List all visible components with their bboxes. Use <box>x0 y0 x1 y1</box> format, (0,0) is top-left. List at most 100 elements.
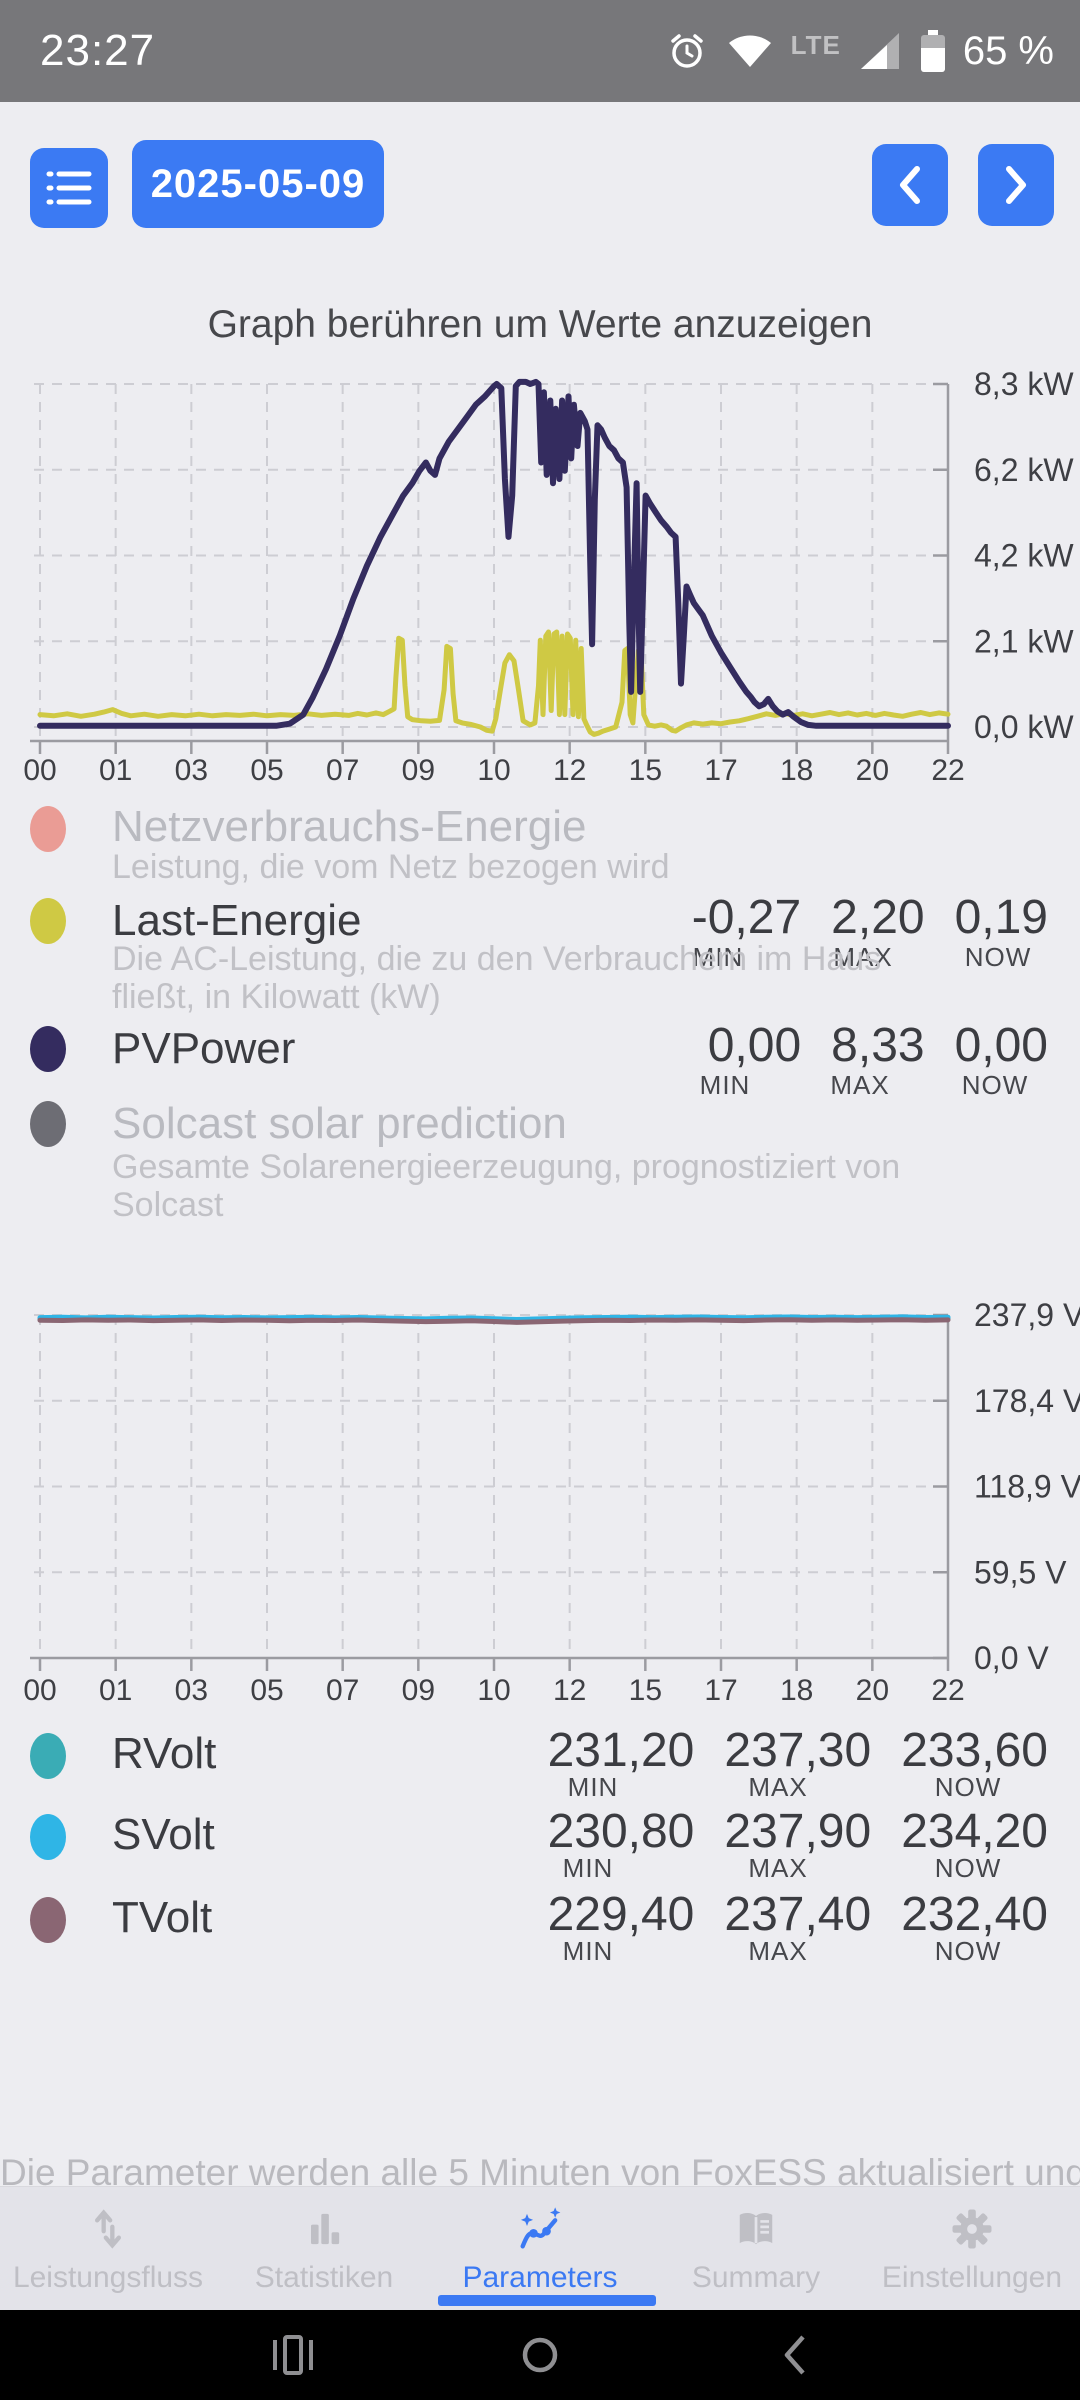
tvolt-value-tags: MIN MAX NOW <box>508 1936 1048 1967</box>
svolt-value-tags: MIN MAX NOW <box>508 1853 1048 1884</box>
svg-text:2,1 kW: 2,1 kW <box>974 623 1074 659</box>
svg-text:0,0 kW: 0,0 kW <box>974 709 1074 745</box>
previous-day-button[interactable] <box>872 144 948 226</box>
svg-text:09: 09 <box>402 754 435 787</box>
status-bar: 23:27 LTE 65 % <box>0 0 1080 102</box>
pv-min-value: 0,00 <box>707 1019 802 1072</box>
bottom-navigation: Leistungsfluss Statistiken Parameters <box>0 2186 1080 2311</box>
svg-text:09: 09 <box>402 1674 435 1707</box>
series-dot-load-energy[interactable] <box>30 898 66 944</box>
chevron-right-icon <box>1006 166 1026 204</box>
svg-text:01: 01 <box>99 754 132 787</box>
legend-desc-grid-energy: Leistung, die vom Netz bezogen wird <box>112 848 670 886</box>
load-min-value: -0,27 <box>691 891 802 944</box>
max-tag: MAX <box>748 1772 808 1802</box>
series-dot-pvpower[interactable] <box>30 1026 66 1072</box>
now-tag: NOW <box>964 942 1032 972</box>
now-tag: NOW <box>934 1853 1002 1883</box>
voltage-chart[interactable]: 237,9 V 178,4 V 118,9 V 59,5 V 0,0 V 00 01 03 05… <box>0 1288 1080 1728</box>
tvolt-now-value: 232,40 <box>901 1888 1048 1941</box>
rvolt-min-value: 231,20 <box>547 1724 695 1777</box>
svg-text:118,9 V: 118,9 V <box>974 1469 1080 1505</box>
status-icons: LTE 65 % <box>665 28 1054 74</box>
parameters-sparkline-icon <box>520 2207 561 2249</box>
nav-item-parameters[interactable]: Parameters <box>432 2187 648 2311</box>
svg-text:17: 17 <box>704 1674 737 1707</box>
legend-list-button[interactable] <box>30 148 108 228</box>
bar-chart-icon <box>311 2213 340 2245</box>
min-tag: MIN <box>562 1853 614 1883</box>
nav-label: Einstellungen <box>881 2261 1063 2294</box>
signal-strength-icon <box>860 33 899 69</box>
power-chart[interactable]: 8,3 kW 6,2 kW 4,2 kW 2,1 kW 0,0 kW 00 01 03 05 07… <box>0 356 1080 796</box>
legend-label-tvolt[interactable]: TVolt <box>112 1893 213 1942</box>
date-picker-button[interactable]: 2025-05-09 <box>132 140 384 228</box>
tvolt-min-value: 229,40 <box>547 1888 695 1941</box>
svg-text:22: 22 <box>931 754 964 787</box>
nav-item-leistungsfluss[interactable]: Leistungsfluss <box>0 2187 216 2311</box>
svg-text:0,0 V: 0,0 V <box>974 1640 1049 1676</box>
svg-text:10: 10 <box>477 1674 510 1707</box>
battery-icon <box>920 30 945 72</box>
svg-text:10: 10 <box>477 754 510 787</box>
book-icon <box>739 2213 773 2245</box>
rvolt-now-value: 233,60 <box>901 1724 1048 1777</box>
series-dot-svolt[interactable] <box>30 1814 66 1860</box>
svolt-min-value: 230,80 <box>547 1805 695 1858</box>
legend-label-solcast[interactable]: Solcast solar prediction <box>112 1099 567 1148</box>
svolt-now-value: 234,20 <box>901 1805 1048 1858</box>
series-dot-solcast[interactable] <box>30 1101 66 1147</box>
rvolt-values: 231,20 237,30 233,60 <box>548 1723 1048 1778</box>
svg-text:03: 03 <box>175 1674 208 1707</box>
svg-text:20: 20 <box>856 1674 889 1707</box>
gear-icon <box>952 2209 992 2249</box>
legend-label-pvpower[interactable]: PVPower <box>112 1024 296 1073</box>
svg-text:15: 15 <box>629 1674 662 1707</box>
alarm-icon <box>670 34 703 68</box>
nav-label: Parameters <box>462 2261 618 2294</box>
nav-item-statistiken[interactable]: Statistiken <box>216 2187 432 2311</box>
legend-label-load-energy[interactable]: Last-Energie <box>112 896 362 945</box>
svg-text:05: 05 <box>250 1674 283 1707</box>
load-now-value: 0,19 <box>954 891 1048 944</box>
svg-text:12: 12 <box>553 754 586 787</box>
power-flow-icon <box>95 2209 121 2249</box>
recents-button[interactable] <box>263 2325 323 2385</box>
pvpower-value-tags: MIN MAX NOW <box>672 1070 1048 1101</box>
series-dot-grid-energy[interactable] <box>30 806 66 852</box>
legend-label-svolt[interactable]: SVolt <box>112 1810 215 1859</box>
series-dot-tvolt[interactable] <box>30 1897 66 1943</box>
svg-text:07: 07 <box>326 754 359 787</box>
min-tag: MIN <box>699 1070 751 1100</box>
home-button[interactable] <box>510 2325 570 2385</box>
svg-text:07: 07 <box>326 1674 359 1707</box>
legend-label-rvolt[interactable]: RVolt <box>112 1729 217 1778</box>
svg-text:6,2 kW: 6,2 kW <box>974 452 1074 488</box>
nav-item-summary[interactable]: Summary <box>648 2187 864 2311</box>
svg-text:20: 20 <box>856 754 889 787</box>
nav-item-einstellungen[interactable]: Einstellungen <box>864 2187 1080 2311</box>
legend-label-grid-energy[interactable]: Netzverbrauchs-Energie <box>112 802 587 851</box>
svg-text:15: 15 <box>629 754 662 787</box>
android-navigation-bar <box>0 2310 1080 2400</box>
tvolt-max-value: 237,40 <box>724 1888 872 1941</box>
svolt-max-value: 237,90 <box>724 1805 872 1858</box>
max-tag: MAX <box>748 1936 808 1966</box>
series-dot-rvolt[interactable] <box>30 1733 66 1779</box>
rvolt-max-value: 237,30 <box>724 1724 872 1777</box>
svg-text:03: 03 <box>175 754 208 787</box>
min-tag: MIN <box>567 1772 619 1802</box>
svg-text:18: 18 <box>780 1674 813 1707</box>
next-day-button[interactable] <box>978 144 1054 226</box>
svg-text:178,4 V: 178,4 V <box>974 1383 1080 1419</box>
legend-desc-solcast: Gesamte Solarenergieerzeugung, prognosti… <box>112 1148 901 1224</box>
rvolt-value-tags: MIN MAX NOW <box>518 1772 1048 1803</box>
tvolt-values: 229,40 237,40 232,40 <box>548 1887 1048 1942</box>
svg-text:05: 05 <box>250 754 283 787</box>
svg-text:4,2 kW: 4,2 kW <box>974 538 1074 574</box>
back-button[interactable] <box>765 2325 825 2385</box>
svg-text:22: 22 <box>931 1674 964 1707</box>
pvpower-values: 0,00 8,33 0,00 <box>708 1018 1048 1073</box>
pv-now-value: 0,00 <box>954 1019 1048 1072</box>
nav-label: Statistiken <box>254 2261 394 2294</box>
